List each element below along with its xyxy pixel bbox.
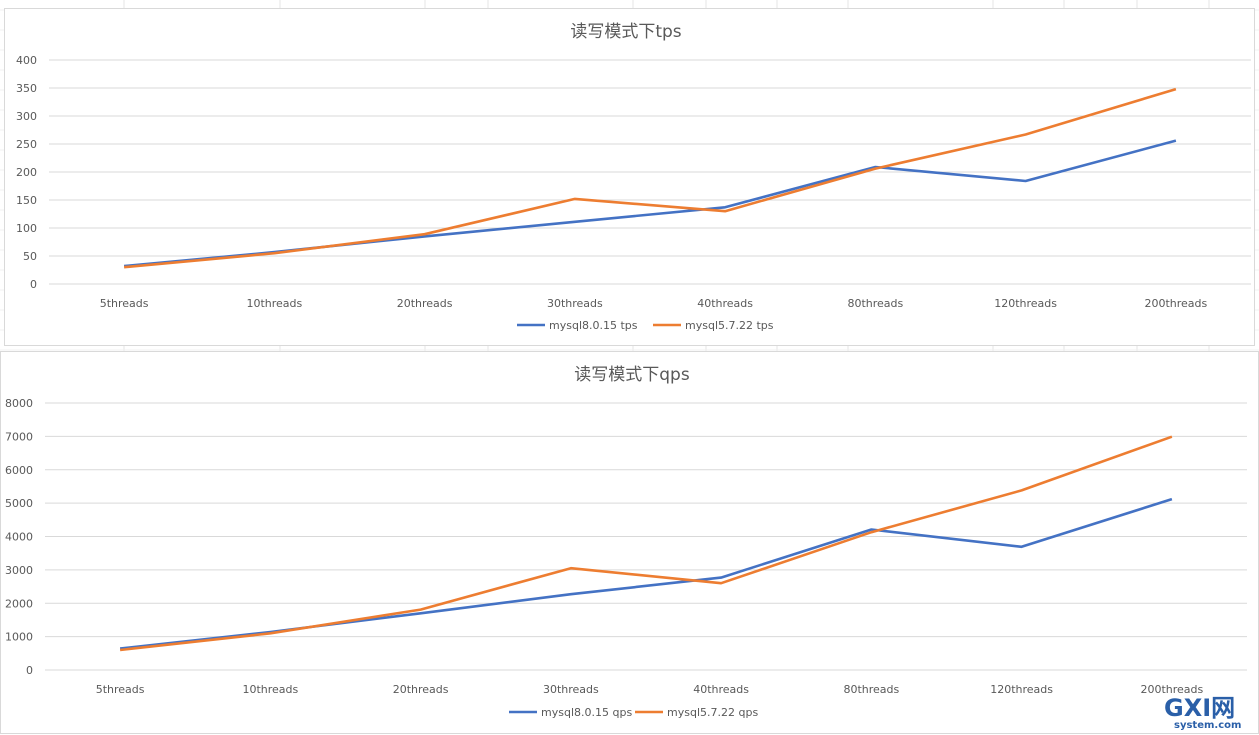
x-tick-label: 10threads [246, 297, 302, 310]
data-point[interactable] [572, 219, 578, 225]
series-line[interactable] [119, 497, 1173, 650]
data-point[interactable] [1019, 487, 1025, 493]
chart-title: 读写模式下qps [574, 365, 690, 385]
data-point[interactable] [1023, 131, 1029, 137]
x-tick-label: 200threads [1140, 683, 1203, 696]
data-point[interactable] [1173, 138, 1179, 144]
x-tick-label: 10threads [242, 683, 298, 696]
data-point[interactable] [1173, 86, 1179, 92]
data-point[interactable] [117, 647, 123, 653]
x-tick-label: 40threads [697, 297, 753, 310]
x-tick-label: 5threads [96, 683, 145, 696]
tps-chart[interactable]: 读写模式下tps 0 50 100 150 200 250 300 350 400 5thread… [4, 8, 1255, 346]
data-point[interactable] [568, 591, 574, 597]
legend-label: mysql8.0.15 qps [541, 706, 632, 719]
x-tick-label: 20threads [393, 683, 449, 696]
x-tick-label: 200threads [1144, 297, 1207, 310]
y-tick-label: 1000 [5, 631, 33, 644]
x-tick-label: 30threads [543, 683, 599, 696]
y-tick-label: 400 [16, 54, 37, 67]
y-tick-label: 7000 [5, 430, 33, 443]
watermark-text: GXI网 [1164, 694, 1235, 722]
qps-chart-plot: 读写模式下qps 0 1000 2000 3000 4000 5000 6000 7000 80… [5, 365, 1247, 719]
x-tick-label: 20threads [397, 297, 453, 310]
y-tick-label: 250 [16, 138, 37, 151]
data-point[interactable] [1023, 178, 1029, 184]
data-point[interactable] [1169, 496, 1175, 502]
data-point[interactable] [418, 607, 424, 613]
y-tick-label: 50 [23, 250, 37, 263]
series-line[interactable] [123, 87, 1177, 269]
series-line[interactable] [123, 139, 1177, 268]
y-tick-label: 4000 [5, 531, 33, 544]
y-tick-label: 3000 [5, 564, 33, 577]
data-point[interactable] [572, 196, 578, 202]
data-point[interactable] [1019, 544, 1025, 550]
series-line[interactable] [119, 435, 1173, 652]
data-point[interactable] [267, 630, 273, 636]
legend-label: mysql8.0.15 tps [549, 319, 638, 332]
watermark-subtext: system.com [1174, 720, 1241, 731]
legend-label: mysql5.7.22 qps [667, 706, 758, 719]
qps-chart[interactable]: 读写模式下qps 0 1000 2000 3000 4000 5000 6000 7000 80… [0, 351, 1259, 734]
y-tick-label: 200 [16, 166, 37, 179]
y-tick-label: 6000 [5, 464, 33, 477]
data-point[interactable] [1169, 434, 1175, 440]
watermark-logo: GXI网 system.com [1164, 694, 1241, 731]
y-tick-label: 8000 [5, 397, 33, 410]
data-point[interactable] [568, 565, 574, 571]
x-tick-label: 80threads [843, 683, 899, 696]
y-tick-label: 0 [26, 664, 33, 677]
data-point[interactable] [718, 575, 724, 581]
x-tick-label: 120threads [990, 683, 1053, 696]
tps-chart-plot: 读写模式下tps 0 50 100 150 200 250 300 350 400 5thread… [16, 22, 1251, 332]
y-tick-label: 2000 [5, 597, 33, 610]
y-tick-label: 5000 [5, 497, 33, 510]
data-point[interactable] [868, 529, 874, 535]
x-tick-label: 120threads [994, 297, 1057, 310]
x-tick-label: 30threads [547, 297, 603, 310]
y-tick-label: 150 [16, 194, 37, 207]
chart-title: 读写模式下tps [570, 22, 681, 42]
data-point[interactable] [422, 231, 428, 237]
y-tick-label: 350 [16, 82, 37, 95]
data-point[interactable] [722, 208, 728, 214]
legend-label: mysql5.7.22 tps [685, 319, 774, 332]
x-tick-label: 40threads [693, 683, 749, 696]
data-point[interactable] [718, 580, 724, 586]
y-tick-label: 300 [16, 110, 37, 123]
data-point[interactable] [872, 166, 878, 172]
y-tick-label: 100 [16, 222, 37, 235]
data-point[interactable] [121, 264, 127, 270]
y-tick-label: 0 [30, 278, 37, 291]
x-tick-label: 80threads [847, 297, 903, 310]
x-tick-label: 5threads [100, 297, 149, 310]
data-point[interactable] [271, 250, 277, 256]
